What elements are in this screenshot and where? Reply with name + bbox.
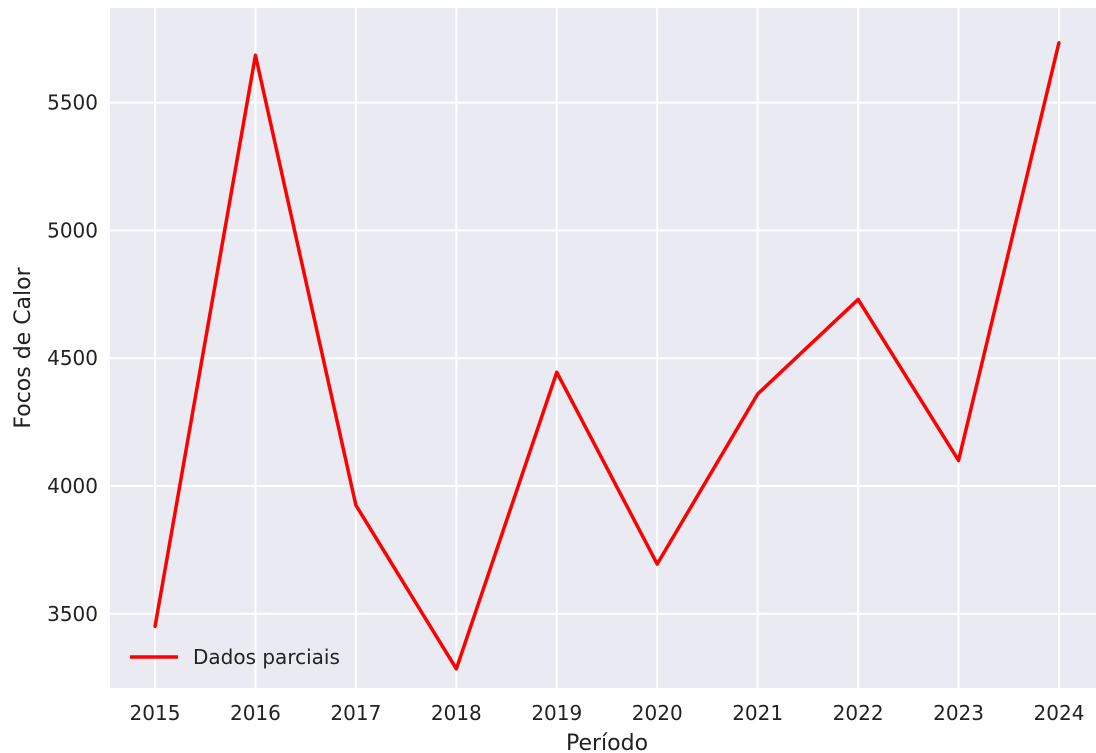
y-tick-label: 5500	[47, 91, 98, 115]
grid-lines	[110, 8, 1096, 688]
x-tick-label: 2017	[330, 701, 381, 725]
data-point	[957, 458, 961, 462]
data-point	[856, 297, 860, 301]
data-point	[153, 625, 157, 629]
y-tick-label: 4000	[47, 474, 98, 498]
x-tick-label: 2020	[632, 701, 683, 725]
y-axis-title: Focos de Calor	[11, 266, 36, 428]
x-tick-label: 2023	[933, 701, 984, 725]
x-tick-label: 2015	[130, 701, 181, 725]
series-line	[153, 42, 1061, 671]
data-point	[1057, 41, 1061, 45]
legend: Dados parciais	[130, 645, 340, 669]
data-point	[756, 392, 760, 396]
y-tick-labels: 3500 4000 4500 5000 5500	[47, 91, 98, 626]
x-tick-label: 2018	[431, 701, 482, 725]
x-tick-label: 2021	[732, 701, 783, 725]
data-point	[454, 667, 458, 671]
x-tick-label: 2016	[230, 701, 281, 725]
y-tick-label: 3500	[47, 602, 98, 626]
data-point	[655, 562, 659, 566]
data-point	[253, 53, 257, 57]
series-lines	[153, 41, 1061, 671]
y-tick-label: 4500	[47, 346, 98, 370]
x-axis-title: Período	[566, 731, 648, 753]
x-tick-label: 2019	[531, 701, 582, 725]
plot-area	[110, 8, 1096, 688]
data-point	[354, 503, 358, 507]
x-tick-label: 2024	[1034, 701, 1085, 725]
data-point	[555, 370, 559, 374]
legend-label: Dados parciais	[193, 645, 340, 669]
y-tick-label: 5000	[47, 218, 98, 242]
x-tick-labels: 2015 2016 2017 2018 2019 2020 2021 2022 2023 2024	[130, 701, 1085, 725]
x-tick-label: 2022	[833, 701, 884, 725]
